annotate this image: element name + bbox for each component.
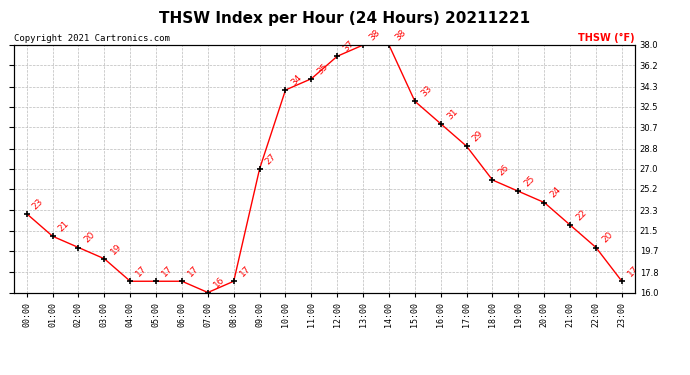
Text: 35: 35 — [315, 62, 330, 76]
Text: 17: 17 — [135, 264, 149, 279]
Text: 20: 20 — [83, 230, 97, 245]
Text: 33: 33 — [419, 84, 433, 99]
Text: 31: 31 — [445, 106, 460, 121]
Text: 21: 21 — [57, 219, 71, 234]
Text: 17: 17 — [186, 264, 201, 279]
Text: 26: 26 — [497, 163, 511, 177]
Text: 38: 38 — [367, 28, 382, 42]
Text: 38: 38 — [393, 28, 408, 42]
Text: 17: 17 — [626, 264, 640, 279]
Text: 22: 22 — [574, 208, 589, 222]
Text: THSW Index per Hour (24 Hours) 20211221: THSW Index per Hour (24 Hours) 20211221 — [159, 11, 531, 26]
Text: 23: 23 — [31, 196, 46, 211]
Text: 37: 37 — [342, 39, 356, 54]
Text: 25: 25 — [522, 174, 537, 189]
Text: 27: 27 — [264, 152, 278, 166]
Text: 16: 16 — [212, 275, 226, 290]
Text: 17: 17 — [238, 264, 253, 279]
Text: 19: 19 — [108, 242, 123, 256]
Text: 17: 17 — [160, 264, 175, 279]
Text: Copyright 2021 Cartronics.com: Copyright 2021 Cartronics.com — [14, 33, 170, 42]
Text: 34: 34 — [290, 73, 304, 87]
Text: THSW (°F): THSW (°F) — [578, 33, 635, 42]
Text: 20: 20 — [600, 230, 615, 245]
Text: 24: 24 — [549, 185, 563, 200]
Text: 29: 29 — [471, 129, 485, 144]
